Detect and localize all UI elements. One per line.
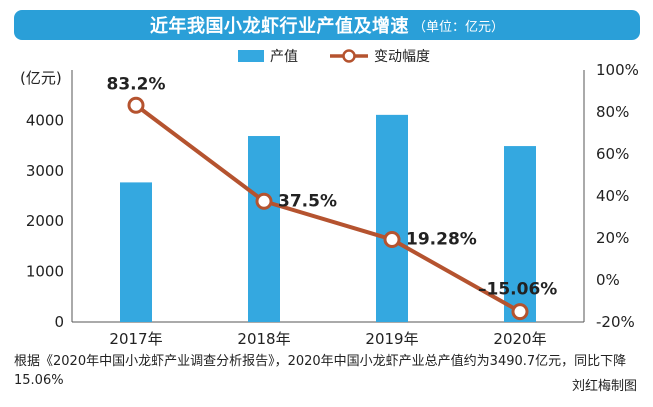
x-tick-label: 2018年 xyxy=(237,330,290,348)
left-tick-label: 2000 xyxy=(26,212,64,230)
change-data-label: –15.06% xyxy=(478,280,557,300)
right-tick-label: 100% xyxy=(596,61,639,79)
right-tick-label: 80% xyxy=(596,103,629,121)
change-marker-3 xyxy=(383,231,401,249)
change-data-label: 19.28% xyxy=(406,230,477,250)
chart-unit: （单位：亿元） xyxy=(412,19,504,35)
change-marker-1 xyxy=(127,96,145,114)
right-tick-label: 40% xyxy=(596,187,629,205)
bar-output-4 xyxy=(504,146,536,322)
legend-label-change: 变动幅度 xyxy=(374,49,430,65)
x-tick-label: 2019年 xyxy=(365,330,418,348)
change-line xyxy=(134,103,521,314)
bar-output-2 xyxy=(248,136,280,322)
change-data-label: 37.5% xyxy=(278,191,337,211)
change-data-label: 83.2% xyxy=(107,74,166,94)
footer-note: 根据《2020年中国小龙虾产业调查分析报告》，2020年中国小龙虾产业总产值约为… xyxy=(14,354,627,388)
right-tick-label: -20% xyxy=(596,313,635,331)
chart-title-bar: 近年我国小龙虾行业产值及增速 （单位：亿元） xyxy=(14,10,640,40)
left-tick-label: 0 xyxy=(54,313,64,331)
right-tick-label: 60% xyxy=(596,145,629,163)
left-tick-label: 1000 xyxy=(26,263,64,281)
legend-bar-swatch xyxy=(238,50,264,62)
credit-line: 刘红梅制图 xyxy=(571,379,637,394)
chart-title: 近年我国小龙虾行业产值及增速 xyxy=(149,16,409,37)
x-tick-label: 2017年 xyxy=(109,330,162,348)
x-tick-label: 2020年 xyxy=(493,330,546,348)
left-axis-label: (亿元) xyxy=(20,69,62,87)
chart-svg: 产值 变动幅度 (亿元) 0 1000 2000 3000 4000 -20% 0% 20% 40% 6… xyxy=(20,49,639,348)
left-tick-label: 3000 xyxy=(26,162,64,180)
change-marker-4 xyxy=(511,303,529,321)
right-tick-label: 20% xyxy=(596,229,629,247)
bar-output-1 xyxy=(120,182,152,322)
legend-line-marker xyxy=(342,49,356,63)
legend-label-output: 产值 xyxy=(270,49,298,65)
change-marker-2 xyxy=(255,192,273,210)
left-tick-label: 4000 xyxy=(26,111,64,129)
bar-output-3 xyxy=(376,114,408,322)
right-tick-label: 0% xyxy=(596,271,620,289)
